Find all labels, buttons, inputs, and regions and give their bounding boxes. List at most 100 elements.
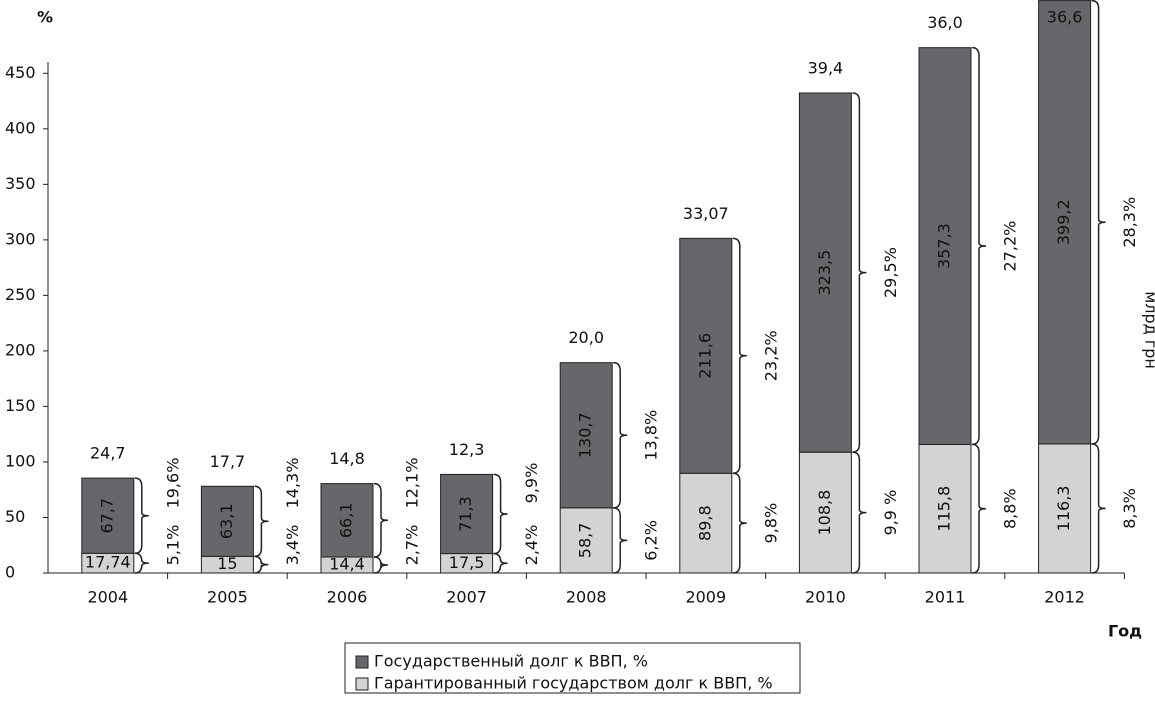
brace <box>852 92 867 453</box>
total-label: 20,0 <box>568 328 604 347</box>
brace <box>852 451 867 574</box>
value-label: 14,4 <box>329 555 365 574</box>
bar-segment <box>200 485 254 557</box>
x-tick-label: 2011 <box>925 588 966 607</box>
y-axis-label: % <box>37 8 53 27</box>
brace <box>1091 0 1106 445</box>
value-label: 323,5 <box>815 250 834 296</box>
gdp-share-label: 14,3% <box>283 458 302 509</box>
gdp-share-label: 13,8% <box>642 410 661 461</box>
value-label: 17,5 <box>449 553 485 572</box>
value-label: 63,1 <box>217 503 236 539</box>
bar-segment <box>918 47 972 445</box>
y-tick-label: 300 <box>5 229 36 248</box>
bar-segment <box>918 443 972 574</box>
value-label: 211,6 <box>695 333 714 379</box>
gdp-share-label: 2,7% <box>403 525 422 566</box>
x-axis-label: Год <box>1108 622 1142 641</box>
y-tick-label: 100 <box>5 451 36 470</box>
bar-segment <box>679 472 733 574</box>
gdp-share-label: 29,5% <box>881 247 900 298</box>
x-tick-label: 2009 <box>685 588 726 607</box>
y-tick-label: 150 <box>5 396 36 415</box>
gdp-share-label: 12,1% <box>403 458 422 509</box>
x-tick-label: 2012 <box>1044 588 1085 607</box>
brace <box>732 237 747 475</box>
total-label: 12,3 <box>449 440 485 459</box>
gdp-share-label: 3,4% <box>283 525 302 566</box>
value-label: 66,1 <box>337 502 356 538</box>
brace <box>373 482 389 558</box>
gdp-share-label: 8,3% <box>1120 488 1139 529</box>
gdp-share-label: 28,3% <box>1120 197 1139 248</box>
gdp-share-label: 9,9 % <box>881 490 900 536</box>
total-label: 36,0 <box>927 13 963 32</box>
gdp-share-label: 8,8% <box>1001 488 1020 529</box>
total-label: 14,8 <box>329 449 365 468</box>
gdp-share-label: 19,6% <box>163 458 182 509</box>
x-tick-label: 2005 <box>207 588 248 607</box>
x-tick-label: 2006 <box>327 588 368 607</box>
brace <box>732 472 747 574</box>
value-label: 130,7 <box>576 412 595 458</box>
brace <box>971 443 987 574</box>
gdp-share-label: 27,2% <box>1001 221 1020 272</box>
gdp-share-label: 9,8% <box>761 503 780 544</box>
y-tick-label: 400 <box>5 118 36 137</box>
gdp-share-label: 5,1% <box>163 525 182 566</box>
x-tick-label: 2007 <box>446 588 487 607</box>
y-tick-label: 200 <box>5 340 36 359</box>
y2-axis-label: млрд грн <box>1142 291 1155 369</box>
bar-segment <box>320 483 374 558</box>
brace <box>613 507 628 574</box>
value-label: 58,7 <box>576 523 595 559</box>
value-label: 67,7 <box>97 498 116 534</box>
value-label: 357,3 <box>935 223 954 269</box>
value-label: 108,8 <box>815 490 834 536</box>
value-label: 15 <box>217 554 237 573</box>
gdp-share-label: 2,4% <box>522 525 541 566</box>
total-label: 24,7 <box>90 444 126 463</box>
legend-swatch <box>355 655 369 669</box>
bar-segment <box>440 473 494 555</box>
bar-segment <box>798 451 852 574</box>
brace <box>134 477 149 555</box>
legend-label: Гарантированный государством долг к ВВП,… <box>374 674 773 693</box>
brace <box>254 485 269 558</box>
brace <box>373 556 389 574</box>
value-label: 89,8 <box>695 505 714 541</box>
bar-segment <box>798 92 852 453</box>
total-label: 36,6 <box>1047 8 1083 27</box>
legend-label: Государственный долг к ВВП, % <box>374 652 648 671</box>
value-label: 71,3 <box>456 496 475 532</box>
y-tick-label: 250 <box>5 285 36 304</box>
gdp-share-label: 9,9% <box>522 463 541 504</box>
x-tick-label: 2004 <box>87 588 128 607</box>
bar-segment <box>81 477 135 554</box>
value-label: 17,74 <box>85 553 131 572</box>
brace <box>971 46 987 446</box>
value-label: 116,3 <box>1054 486 1073 532</box>
legend-swatch <box>355 677 369 691</box>
total-label: 39,4 <box>808 58 844 77</box>
bar-segment <box>1038 0 1092 445</box>
value-label: 115,8 <box>935 486 954 532</box>
brace <box>493 473 508 555</box>
legend-box <box>344 642 801 694</box>
y-tick-label: 50 <box>5 507 25 526</box>
bar-segment <box>559 362 613 509</box>
value-label: 399,2 <box>1054 199 1073 245</box>
total-label: 17,7 <box>210 452 246 471</box>
brace <box>493 552 508 574</box>
y-tick-label: 450 <box>5 63 36 82</box>
x-tick-label: 2010 <box>805 588 846 607</box>
x-tick-label: 2008 <box>566 588 607 607</box>
bar-segment <box>679 237 733 474</box>
gdp-share-label: 23,2% <box>761 330 780 381</box>
brace <box>134 552 149 574</box>
y-tick-label: 0 <box>5 563 15 582</box>
brace <box>1091 443 1106 574</box>
brace <box>254 555 269 574</box>
